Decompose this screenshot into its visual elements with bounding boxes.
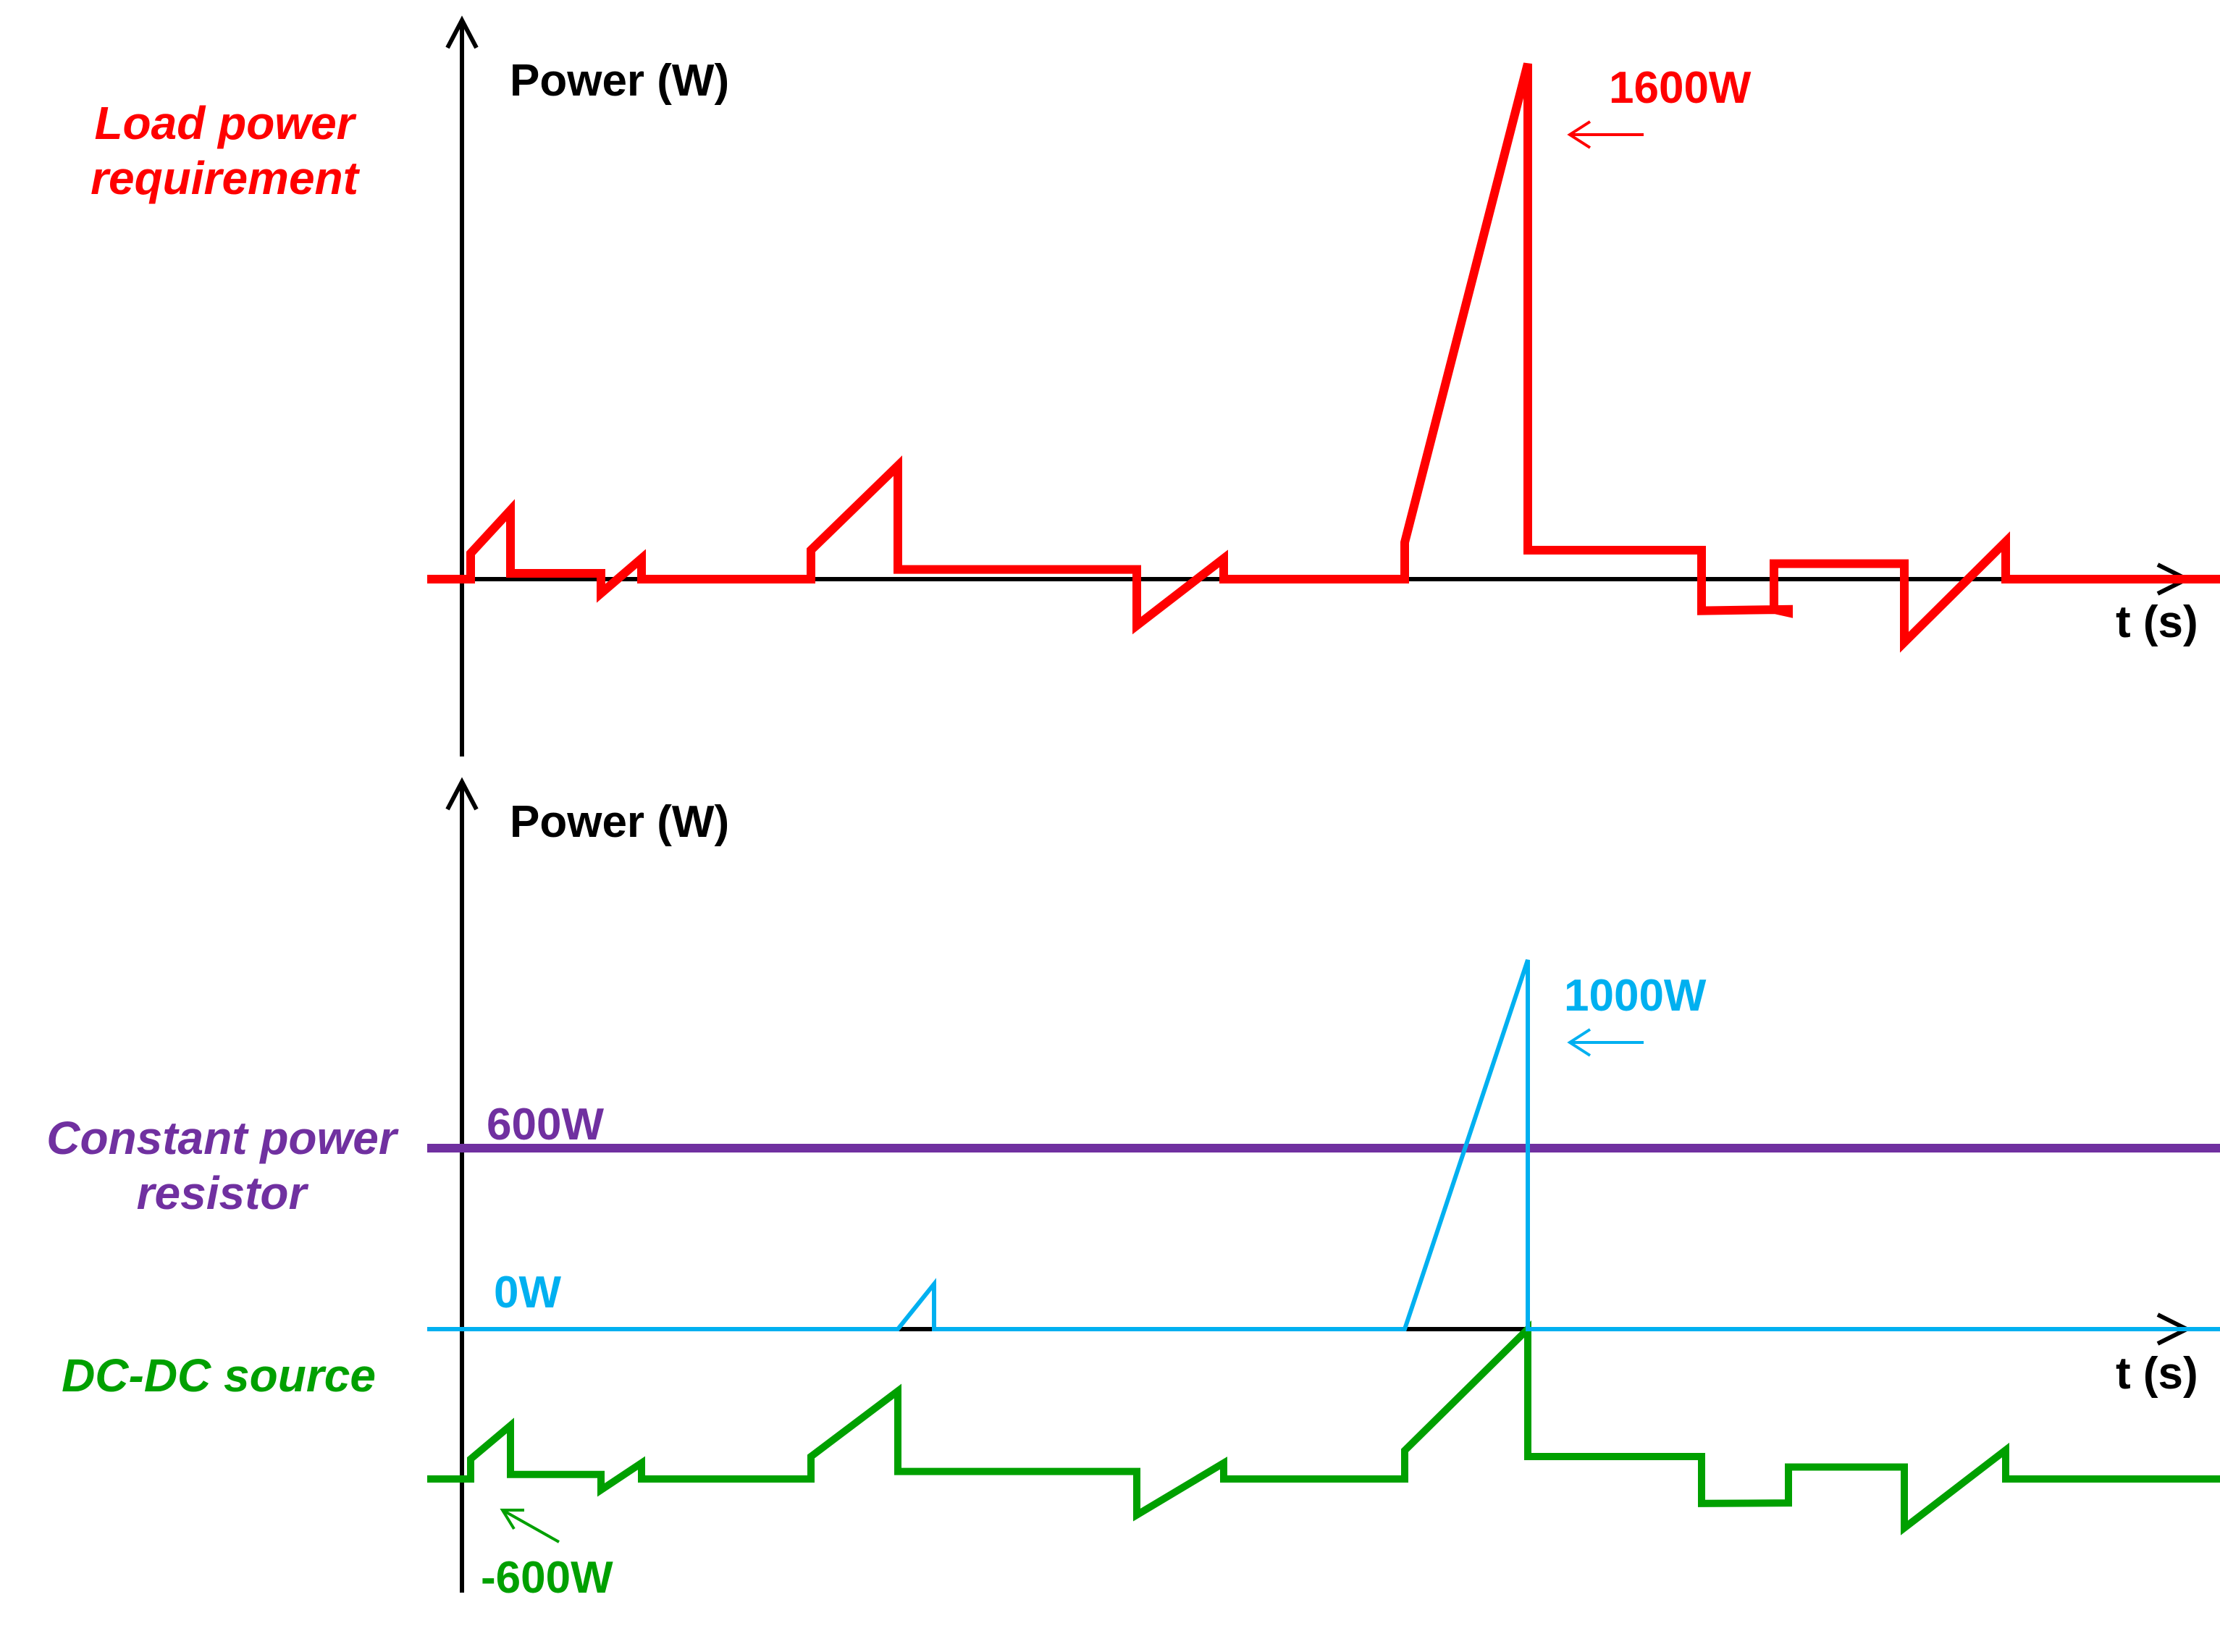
load-peak-arrow-icon <box>1567 120 1644 149</box>
programable-peak-label: 1000W <box>1564 971 1707 1021</box>
source-min-arrow-icon <box>500 1509 560 1543</box>
load-power-side-label-1: Load power <box>94 97 356 149</box>
load-power-side-label-2: requirement <box>91 152 361 204</box>
programable-zero-label: 0W <box>494 1268 561 1318</box>
load-peak-label: 1600W <box>1609 63 1752 113</box>
top-y-axis-label: Power (W) <box>510 56 729 106</box>
programable-load-line <box>427 959 2220 1331</box>
resistor-side-label-2: resistor <box>137 1167 309 1219</box>
resistor-side-label-1: Constant power <box>46 1112 399 1164</box>
bottom-x-axis-label: t (s) <box>2116 1349 2198 1399</box>
resistor-value-label: 600W <box>487 1100 604 1150</box>
top-y-arrowhead-icon <box>445 15 479 49</box>
dc-dc-source-side-label: DC-DC source <box>62 1349 376 1402</box>
bottom-y-arrowhead-icon <box>445 777 479 811</box>
load-power-line <box>427 62 2220 653</box>
top-x-axis-label: t (s) <box>2116 597 2198 647</box>
dc-dc-source-line <box>427 1320 2220 1535</box>
bottom-chart: Power (W) t (s) Constant power resistor … <box>46 777 2220 1603</box>
bottom-y-axis-label: Power (W) <box>510 797 729 847</box>
source-min-label: -600W <box>481 1553 613 1603</box>
programable-peak-arrow-icon <box>1567 1028 1644 1057</box>
top-chart: Power (W) t (s) Load power requirement 1… <box>91 15 2220 757</box>
